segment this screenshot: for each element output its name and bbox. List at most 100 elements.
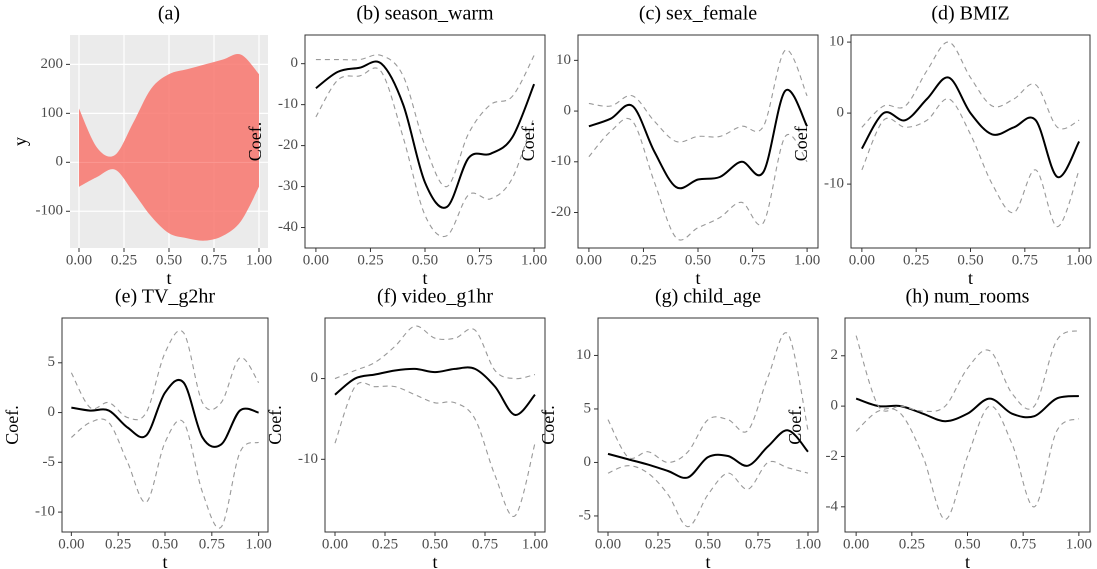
x-tick-label: 0.00 — [66, 252, 92, 268]
y-tick-label: -5 — [43, 454, 56, 470]
x-tick-label: 1.00 — [246, 252, 272, 268]
y-axis-label: Coef. — [538, 405, 558, 445]
x-tick-label: 0.50 — [685, 252, 711, 268]
y-tick-label: 0 — [837, 105, 845, 121]
x-tick-label: 1.00 — [1066, 252, 1092, 268]
x-tick-label: 1.00 — [795, 536, 821, 552]
y-axis-label: Coef. — [518, 122, 538, 162]
x-tick-label: 0.25 — [630, 252, 656, 268]
x-tick-label: 0.50 — [954, 536, 980, 552]
y-tick-label: -10 — [551, 153, 571, 169]
line — [861, 41, 1080, 130]
y-tick-label: 10 — [556, 52, 571, 68]
y-tick-label: 2 — [831, 347, 839, 363]
x-axis-label: t — [968, 268, 973, 288]
x-tick-label: 0.25 — [899, 536, 925, 552]
y-tick-label: 200 — [41, 56, 64, 72]
y-tick-label: 5 — [48, 354, 56, 370]
line — [855, 330, 1080, 412]
panel-title: (g) child_age — [655, 286, 761, 308]
x-tick-label: 0.50 — [695, 536, 721, 552]
line — [71, 378, 259, 448]
y-tick-label: 0 — [584, 454, 592, 470]
y-tick-label: 10 — [829, 34, 844, 50]
y-tick-label: 0 — [564, 103, 572, 119]
y-axis-label: y — [10, 137, 30, 146]
x-axis-label: t — [705, 552, 710, 569]
panel: -4 -2 0 2 0.00 0.25 0.50 0.75 1.00 (h) num_roomst… — [785, 286, 1092, 569]
line — [607, 429, 809, 479]
x-tick-label: 0.75 — [1010, 536, 1036, 552]
y-axis-label: Coef. — [785, 405, 805, 445]
x-tick-label: 0.25 — [105, 536, 131, 552]
y-tick-label: -10 — [278, 96, 298, 112]
plot-background — [62, 318, 268, 532]
x-tick-label: 0.25 — [372, 536, 398, 552]
x-tick-label: 0.00 — [843, 536, 869, 552]
x-axis-label: t — [166, 268, 171, 288]
x-tick-label: 0.75 — [199, 536, 225, 552]
x-tick-label: 0.25 — [645, 536, 671, 552]
x-axis-label: t — [422, 268, 427, 288]
x-axis-label: t — [695, 268, 700, 288]
plot-background — [851, 35, 1090, 248]
y-tick-label: -10 — [35, 504, 55, 520]
x-tick-label: 0.50 — [957, 252, 983, 268]
line — [71, 418, 259, 529]
line — [334, 381, 536, 517]
y-tick-label: -10 — [298, 451, 318, 467]
panel-title: (a) — [158, 3, 180, 25]
plot-background — [578, 35, 818, 248]
x-tick-label: 0.75 — [201, 252, 227, 268]
panel-title: (d) BMIZ — [931, 3, 1009, 25]
x-tick-label: 0.75 — [1012, 252, 1038, 268]
x-tick-label: 1.00 — [522, 536, 548, 552]
x-tick-label: 0.00 — [322, 536, 348, 552]
area — [79, 162, 259, 241]
y-tick-label: -20 — [551, 204, 571, 220]
panel-title: (c) sex_female — [639, 3, 757, 25]
line — [315, 60, 536, 209]
y-axis-label: Coef. — [2, 405, 22, 445]
x-tick-label: 0.00 — [595, 536, 621, 552]
line — [334, 325, 536, 380]
plot-background — [325, 318, 545, 532]
y-tick-label: -10 — [824, 176, 844, 192]
panel-title: (b) season_warm — [356, 3, 494, 25]
y-tick-label: 100 — [41, 105, 64, 121]
y-tick-label: 10 — [576, 347, 591, 363]
y-tick-label: -2 — [826, 448, 839, 464]
panel-title: (e) TV_g2hr — [115, 286, 215, 308]
y-tick-label: 0 — [831, 398, 839, 414]
panel: -40 -30 -20 -10 0 0.00 0.25 0.50 0.75 1.00 (b) sea… — [245, 3, 547, 289]
line — [860, 76, 1081, 179]
area — [79, 53, 259, 163]
x-tick-label: 1.00 — [794, 252, 820, 268]
y-tick-label: -5 — [579, 507, 592, 523]
line — [315, 67, 535, 238]
x-tick-label: 0.50 — [152, 536, 178, 552]
y-tick-label: -100 — [36, 203, 64, 219]
plot-background — [845, 318, 1090, 532]
panel: -10 0 10 0.00 0.25 0.50 0.75 1.00 (d) BMIZ t Coef. — [791, 3, 1092, 289]
y-tick-label: 0 — [291, 55, 299, 71]
line — [315, 54, 535, 188]
y-tick-label: -20 — [278, 137, 298, 153]
x-tick-label: 0.75 — [745, 536, 771, 552]
x-tick-label: 0.00 — [849, 252, 875, 268]
plot-background — [598, 318, 818, 532]
x-tick-label: 0.25 — [111, 252, 137, 268]
x-tick-label: 0.50 — [422, 536, 448, 552]
panel: -100 0 100 200 0.00 0.25 0.50 0.75 1.00 (a) t y — [10, 3, 272, 289]
x-axis-label: t — [432, 552, 437, 569]
x-axis-label: t — [162, 552, 167, 569]
line — [70, 330, 260, 421]
x-tick-label: 0.25 — [357, 252, 383, 268]
x-tick-label: 0.50 — [412, 252, 438, 268]
y-tick-label: -40 — [278, 219, 298, 235]
line — [607, 460, 809, 528]
line — [588, 49, 808, 143]
x-tick-label: 0.00 — [303, 252, 329, 268]
